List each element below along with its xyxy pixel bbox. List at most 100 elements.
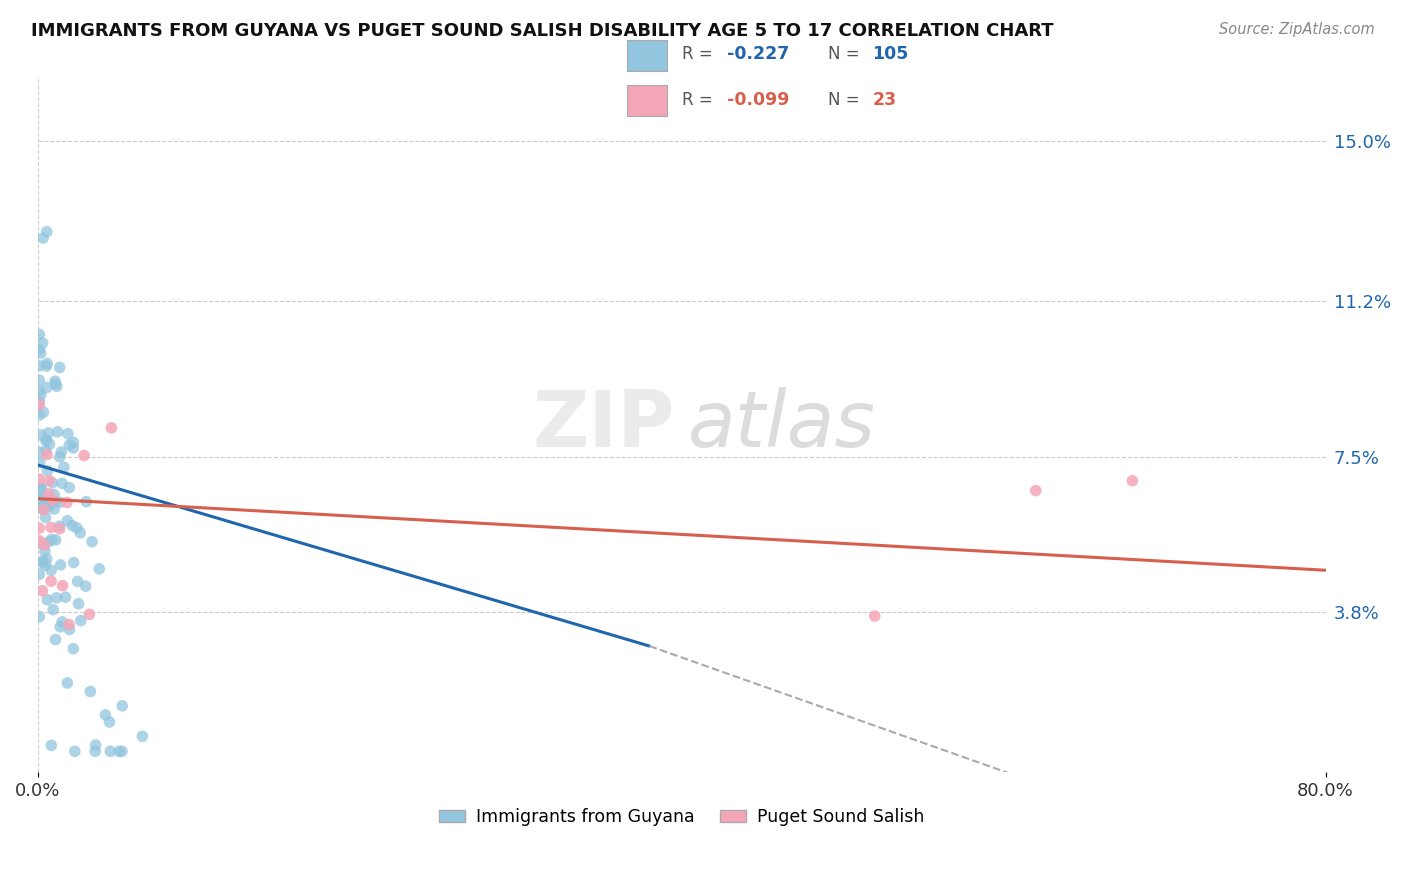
Text: R =: R = xyxy=(682,45,718,63)
Point xyxy=(34,510,56,524)
Bar xyxy=(627,40,668,70)
Point xyxy=(38,437,60,451)
Point xyxy=(35,433,58,447)
Point xyxy=(80,534,103,549)
Point xyxy=(56,426,79,441)
Point xyxy=(39,520,62,534)
Text: 105: 105 xyxy=(872,45,908,63)
Point xyxy=(32,405,55,419)
Point xyxy=(69,614,91,628)
Point xyxy=(32,538,55,552)
Point xyxy=(58,623,80,637)
Text: -0.227: -0.227 xyxy=(727,45,789,63)
Point xyxy=(28,359,51,373)
Text: 23: 23 xyxy=(872,91,897,109)
Point xyxy=(94,707,117,722)
Point xyxy=(51,476,73,491)
Point xyxy=(42,487,65,501)
Point xyxy=(75,494,97,508)
Text: atlas: atlas xyxy=(688,387,876,463)
Point xyxy=(63,744,86,758)
Point xyxy=(28,408,51,422)
Point xyxy=(38,534,60,549)
Point xyxy=(31,583,53,598)
Point xyxy=(35,443,58,458)
Point xyxy=(58,617,80,632)
Point xyxy=(35,448,58,462)
Text: ZIP: ZIP xyxy=(533,387,675,463)
Point xyxy=(79,684,101,698)
Bar xyxy=(627,86,668,116)
Point xyxy=(38,500,60,514)
Point xyxy=(62,641,84,656)
Point xyxy=(41,533,63,547)
Point xyxy=(49,495,72,509)
Point xyxy=(84,744,107,758)
Point xyxy=(30,481,52,495)
Point xyxy=(28,445,51,459)
Point xyxy=(79,607,101,622)
Point xyxy=(28,398,51,412)
Point xyxy=(56,495,79,509)
Text: IMMIGRANTS FROM GUYANA VS PUGET SOUND SALISH DISABILITY AGE 5 TO 17 CORRELATION : IMMIGRANTS FROM GUYANA VS PUGET SOUND SA… xyxy=(31,22,1053,40)
Point xyxy=(42,603,65,617)
Point xyxy=(51,445,73,459)
Text: Source: ZipAtlas.com: Source: ZipAtlas.com xyxy=(1219,22,1375,37)
Point xyxy=(100,421,122,435)
Point xyxy=(100,744,122,758)
Point xyxy=(55,590,77,604)
Point xyxy=(56,676,79,690)
Point xyxy=(45,591,67,605)
Point xyxy=(38,474,60,488)
Point xyxy=(60,518,83,533)
Point xyxy=(48,522,70,536)
Point xyxy=(108,744,131,758)
Point xyxy=(41,493,63,508)
Point xyxy=(30,494,52,508)
Point xyxy=(49,558,72,572)
Point xyxy=(62,435,84,450)
Point xyxy=(111,744,134,758)
Text: N =: N = xyxy=(828,45,865,63)
Point xyxy=(35,552,58,566)
Point xyxy=(28,472,51,486)
Point xyxy=(44,494,66,508)
Point xyxy=(66,521,89,535)
Text: -0.099: -0.099 xyxy=(727,91,790,109)
Point xyxy=(863,609,886,624)
Point xyxy=(75,579,97,593)
Point xyxy=(28,484,51,499)
Point xyxy=(34,544,56,558)
Point xyxy=(28,535,51,549)
Point xyxy=(67,597,90,611)
Text: N =: N = xyxy=(828,91,865,109)
Point xyxy=(111,698,134,713)
Point xyxy=(39,574,62,589)
Point xyxy=(48,450,70,464)
Point xyxy=(34,558,56,573)
Point xyxy=(44,502,66,516)
Point xyxy=(38,487,60,501)
Point xyxy=(46,425,69,439)
Point xyxy=(131,729,153,743)
Point xyxy=(31,502,53,516)
Point xyxy=(41,739,63,753)
Point xyxy=(45,632,67,647)
Point xyxy=(98,714,121,729)
Text: R =: R = xyxy=(682,91,718,109)
Point xyxy=(37,592,59,607)
Point xyxy=(1121,474,1143,488)
Point xyxy=(32,231,55,245)
Point xyxy=(48,360,70,375)
Point xyxy=(28,327,51,342)
Point xyxy=(69,525,91,540)
Point xyxy=(62,441,84,455)
Point xyxy=(32,500,55,514)
Point xyxy=(66,574,89,589)
Point xyxy=(35,225,58,239)
Point xyxy=(58,481,80,495)
Point xyxy=(30,346,52,360)
Point xyxy=(28,384,51,398)
Point xyxy=(56,514,79,528)
Point xyxy=(44,374,66,388)
